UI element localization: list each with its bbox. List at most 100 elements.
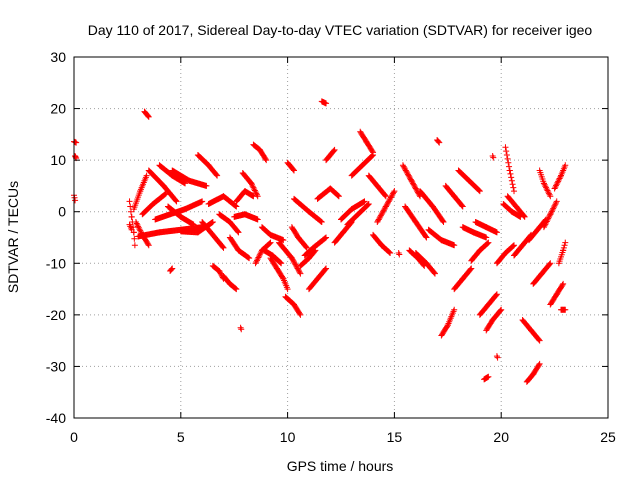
data-point [555,176,562,183]
data-point [409,179,416,186]
data-point [330,147,337,154]
data-point [390,189,397,196]
data-point [553,198,560,205]
data-point [216,268,223,275]
data-point [554,179,561,186]
data-point [263,157,270,164]
data-point [552,184,559,191]
data-point [133,220,140,227]
data-point [493,291,500,298]
data-point [407,176,414,183]
data-point [295,266,302,273]
data-point [132,219,139,226]
data-point [252,260,259,267]
data-point [290,166,297,173]
x-tick-label: 5 [177,429,185,445]
data-point [172,197,179,204]
data-point [289,256,296,263]
data-point [509,243,516,250]
data-point [560,280,567,287]
data-point [213,171,220,178]
data-point [267,239,274,246]
data-point [252,188,259,195]
data-point [504,155,511,162]
data-point [412,185,419,192]
data-point [321,235,328,242]
data-point [548,208,555,215]
plot-frame [73,56,609,419]
data-point [234,228,241,235]
data-point [406,173,413,180]
data-point [547,211,554,218]
data-point [377,212,384,219]
data-point [382,193,389,200]
data-point [135,224,142,231]
data-point [293,264,300,271]
data-point [546,261,553,268]
data-point [402,166,409,173]
data-point [386,197,393,204]
data-point [235,229,242,236]
data-point [409,180,416,187]
data-point [209,219,216,226]
data-point [535,361,542,368]
data-point [376,215,383,222]
data-point [377,213,384,220]
data-point [562,306,569,313]
data-point [135,223,142,230]
data-point [266,240,273,247]
data-point [288,255,295,262]
data-point [378,211,385,218]
data-point [506,163,513,170]
data-point [254,193,261,200]
data-point [379,210,386,217]
data-point [549,206,556,213]
data-point [551,185,558,192]
data-point [380,208,387,215]
data-point [561,242,568,249]
data-point [543,184,550,191]
data-point [251,186,258,193]
data-point [279,274,286,281]
data-point [214,172,221,179]
data-point [401,164,408,171]
data-point [555,178,562,185]
data-point [134,221,141,228]
data-point [145,113,152,120]
data-point [335,192,342,199]
data-point [544,187,551,194]
data-point [255,254,262,261]
data-point [219,243,226,250]
data-point [431,269,438,276]
data-point [131,235,138,242]
data-point [485,373,492,380]
data-point [303,243,310,250]
data-point [399,162,406,169]
data-point [253,190,260,197]
data-point [490,154,497,161]
data-point [384,199,391,206]
data-point [547,260,554,267]
x-axis-label: GPS time / hours [287,458,394,474]
data-point [291,260,298,267]
data-point [436,139,443,146]
data-point [451,242,458,249]
data-point [303,244,310,251]
data-point [405,172,412,179]
data-point [387,195,394,202]
data-point [127,203,134,210]
x-tick-label: 20 [493,429,509,445]
chart-title: Day 110 of 2017, Sidereal Day-to-day VTE… [88,22,593,38]
data-point [493,292,500,299]
data-point [421,262,428,269]
data-point [382,203,389,210]
data-point [494,354,501,361]
data-point [511,242,518,249]
data-point [253,257,260,264]
data-point [476,188,483,195]
data-point [543,186,550,193]
data-point [126,198,133,205]
data-point [408,177,415,184]
data-point [245,254,252,261]
data-point [368,153,375,160]
